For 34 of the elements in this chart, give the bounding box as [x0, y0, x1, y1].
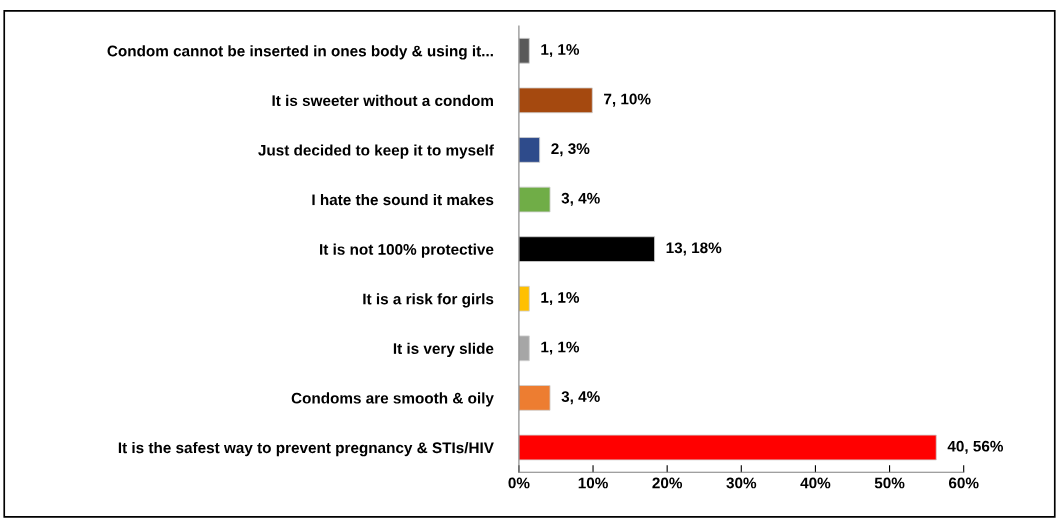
x-tick-label: 40% — [800, 477, 831, 489]
data-label: 2, 3% — [551, 143, 590, 157]
x-tick-label: 50% — [874, 477, 905, 489]
x-tick-label: 60% — [948, 477, 979, 489]
bar — [518, 434, 937, 461]
y-tick-label: Condoms are smooth & oily — [291, 392, 494, 407]
y-tick-label: It is the safest way to prevent pregnancy & STIs/HIV — [118, 441, 494, 457]
x-tick-label: 0% — [508, 477, 530, 489]
y-tick-label: Condom cannot be inserted in ones body & using it... — [107, 45, 493, 60]
data-label: 40, 56% — [947, 440, 1004, 454]
data-label: 1, 1% — [541, 44, 580, 58]
data-label: 13, 18% — [666, 242, 722, 256]
data-label: 3, 4% — [561, 391, 600, 405]
bar — [518, 137, 541, 163]
x-tick-label: 30% — [726, 477, 757, 489]
data-label: 7, 10% — [604, 93, 651, 107]
bar — [518, 87, 593, 114]
bar — [518, 385, 551, 411]
bar — [518, 186, 551, 213]
y-tick-label: It is sweeter without a condom — [272, 94, 493, 107]
data-label: 1, 1% — [541, 292, 580, 306]
x-tick-label: 10% — [578, 477, 608, 489]
bar — [518, 285, 530, 312]
y-tick-label: It is a risk for girls — [363, 293, 494, 308]
bar — [518, 236, 655, 262]
y-tick-label: I hate the sound it makes — [312, 193, 494, 206]
bar — [518, 37, 530, 64]
x-tick-label: 20% — [652, 477, 683, 489]
y-tick-label: It is not 100% protective — [320, 243, 494, 258]
bar — [518, 335, 530, 362]
data-label: 1, 1% — [541, 341, 580, 355]
y-tick-label: It is very slide — [393, 342, 494, 358]
y-tick-label: Just decided to keep it to myself — [258, 144, 494, 159]
data-label: 3, 4% — [561, 192, 600, 206]
